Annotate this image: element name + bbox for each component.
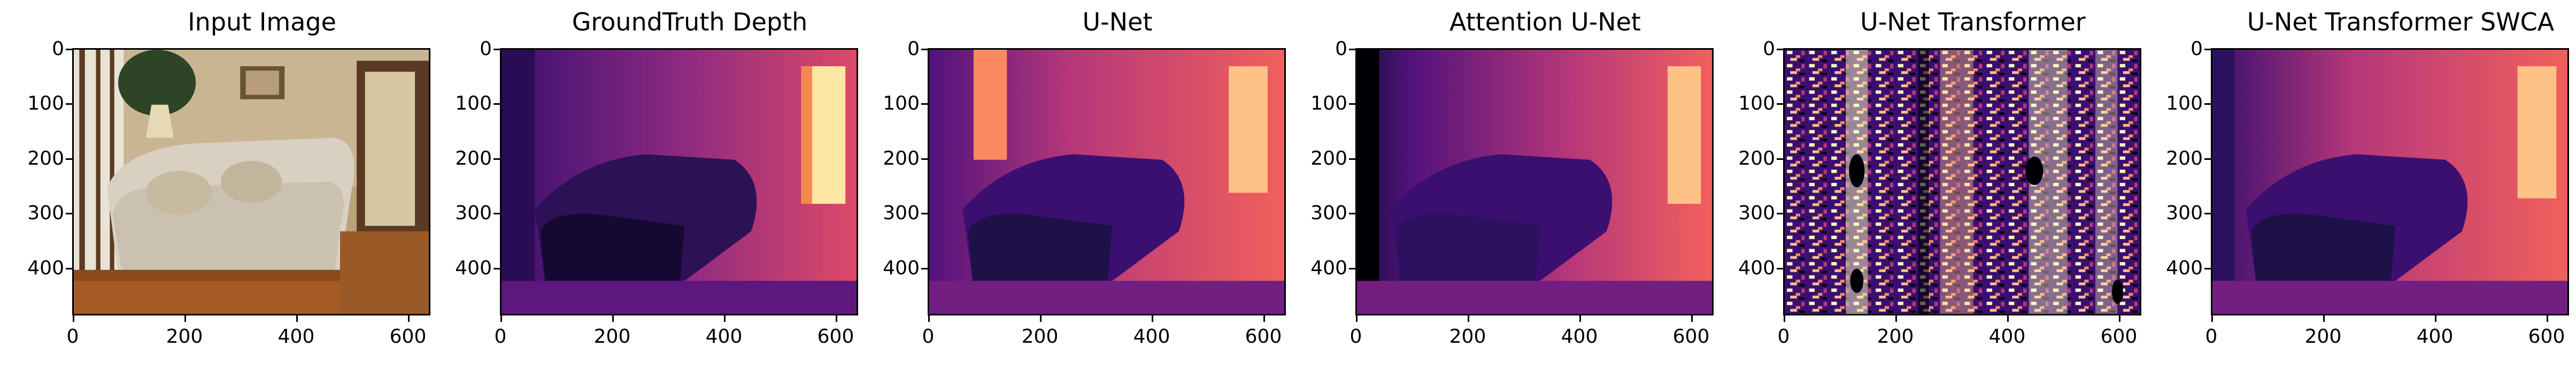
x-tick-label: 400 xyxy=(1133,326,1170,348)
y-tick-label: 400 xyxy=(2166,257,2203,279)
y-tick-label: 300 xyxy=(27,202,64,224)
attention-unet-depth-prediction xyxy=(1355,48,1714,315)
y-tick-label: 0 xyxy=(1763,38,1775,60)
y-tick-label: 300 xyxy=(2166,202,2203,224)
x-tick-label: 0 xyxy=(1777,326,1790,348)
y-tick-label: 100 xyxy=(455,92,492,114)
y-tick-label: 100 xyxy=(1738,92,1775,114)
x-tick-label: 400 xyxy=(1561,326,1598,348)
y-tick-label: 300 xyxy=(883,202,920,224)
x-tick-label: 400 xyxy=(2416,326,2454,348)
y-tick-label: 400 xyxy=(455,257,492,279)
panel-input-image: Input Image 0 100 200 300 xyxy=(27,0,471,370)
y-tick-label: 100 xyxy=(27,92,64,114)
x-tick-label: 400 xyxy=(1988,326,2026,348)
x-tick-label: 400 xyxy=(277,326,315,348)
panel-unet-transformer-swca: U-Net Transformer SWCA 0 100 200 300 400 xyxy=(2166,0,2576,370)
y-tick-label: 200 xyxy=(883,148,920,169)
unet-transformer-depth-prediction xyxy=(1783,48,2141,315)
panel-title: U-Net xyxy=(1082,7,1153,36)
unet-depth-prediction xyxy=(928,48,1286,315)
x-tick-label: 600 xyxy=(1672,326,1710,348)
y-tick-label: 100 xyxy=(1310,92,1347,114)
y-tick-label: 300 xyxy=(1738,202,1775,224)
groundtruth-depth-map xyxy=(500,48,858,315)
x-tick-label: 200 xyxy=(166,326,203,348)
x-tick-label: 600 xyxy=(2528,326,2565,348)
y-tick-label: 300 xyxy=(1310,202,1347,224)
x-tick-label: 600 xyxy=(1245,326,1282,348)
x-tick-label: 600 xyxy=(2100,326,2138,348)
y-tick-label: 400 xyxy=(1738,257,1775,279)
panel-attention-unet: Attention U-Net 0 100 200 300 400 xyxy=(1310,0,1754,370)
panel-unet: U-Net 0 100 200 300 400 0 200 400 xyxy=(883,0,1326,370)
y-tick-label: 0 xyxy=(480,38,492,60)
y-tick-label: 200 xyxy=(1738,148,1775,169)
x-tick-label: 200 xyxy=(1021,326,1059,348)
y-tick-label: 100 xyxy=(883,92,920,114)
panel-groundtruth-depth: GroundTruth Depth 0 100 200 300 400 xyxy=(455,0,898,370)
panel-unet-transformer: U-Net Transformer xyxy=(1738,0,2181,370)
y-tick-label: 0 xyxy=(907,38,920,60)
y-tick-label: 0 xyxy=(1335,38,1347,60)
y-tick-label: 200 xyxy=(1310,148,1347,169)
panel-title: GroundTruth Depth xyxy=(572,7,808,36)
panel-title: Input Image xyxy=(188,7,336,36)
y-tick-label: 400 xyxy=(1310,257,1347,279)
panel-title: Attention U-Net xyxy=(1449,7,1641,36)
input-photo xyxy=(72,48,430,315)
x-tick-label: 200 xyxy=(1449,326,1486,348)
panel-title: U-Net Transformer SWCA xyxy=(2247,7,2555,36)
unet-transformer-swca-depth-prediction xyxy=(2211,48,2569,315)
y-tick-label: 200 xyxy=(27,148,64,169)
x-tick-label: 200 xyxy=(1877,326,1914,348)
y-tick-label: 200 xyxy=(2166,148,2203,169)
y-tick-label: 100 xyxy=(2166,92,2203,114)
y-tick-label: 0 xyxy=(2191,38,2203,60)
x-tick-label: 600 xyxy=(389,326,427,348)
x-tick-label: 200 xyxy=(593,326,631,348)
x-tick-label: 200 xyxy=(2304,326,2342,348)
y-tick-label: 400 xyxy=(883,257,920,279)
y-tick-label: 300 xyxy=(455,202,492,224)
y-tick-label: 200 xyxy=(455,148,492,169)
x-tick-label: 0 xyxy=(66,326,79,348)
x-tick-label: 0 xyxy=(2205,326,2218,348)
x-tick-label: 400 xyxy=(705,326,743,348)
y-tick-label: 400 xyxy=(27,257,64,279)
y-tick-label: 0 xyxy=(52,38,64,60)
panel-title: U-Net Transformer xyxy=(1860,7,2086,36)
x-tick-label: 0 xyxy=(1349,326,1362,348)
x-tick-label: 600 xyxy=(817,326,854,348)
x-tick-label: 0 xyxy=(494,326,507,348)
x-tick-label: 0 xyxy=(922,326,935,348)
